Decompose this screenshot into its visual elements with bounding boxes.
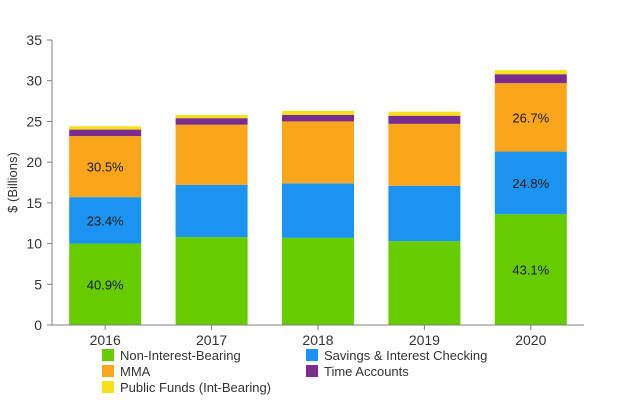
bar-segment-2018-4 <box>282 110 354 115</box>
bar-segment-2017-4 <box>175 114 248 119</box>
bar-segment-2020-4 <box>494 70 567 75</box>
bar-segment-2017-2 <box>175 124 248 185</box>
legend-label: MMA <box>120 364 151 379</box>
bar-segment-2018-1 <box>282 183 354 238</box>
legend-swatch <box>102 365 114 377</box>
legend-label: Public Funds (Int-Bearing) <box>120 380 271 395</box>
x-tick-label: 2017 <box>196 332 227 348</box>
y-tick-label: 10 <box>26 236 42 252</box>
y-tick-label: 20 <box>26 154 42 170</box>
bar-segment-2017-3 <box>175 118 248 125</box>
data-labels-layer: 40.9% 23.4% 30.5% 43.1% 24.8% 26.7% <box>87 110 550 292</box>
bar-segment-2019-2 <box>388 123 461 186</box>
legend-swatch <box>306 349 318 361</box>
data-label-2016-1: 23.4% <box>87 213 124 228</box>
data-label-2016-0: 40.9% <box>87 277 124 292</box>
axes-layer: 2016 2017 2018 2019 2020 0 5 10 15 20 25 30 35 $ (Bil… <box>5 32 584 348</box>
legend-swatch <box>306 365 318 377</box>
x-tick-label: 2018 <box>302 332 333 348</box>
legend-label: Non-Interest-Bearing <box>120 348 241 363</box>
legend-item: MMA <box>102 364 151 379</box>
legend-item: Time Accounts <box>306 364 409 379</box>
legend-swatch <box>102 381 114 393</box>
bar-segment-2020-3 <box>494 74 567 84</box>
data-label-2020-0: 43.1% <box>512 263 549 278</box>
bar-segment-2019-3 <box>388 115 461 124</box>
bar-segment-2019-1 <box>388 185 461 242</box>
legend-swatch <box>102 349 114 361</box>
x-tick-label: 2016 <box>90 332 121 348</box>
bar-segment-2018-3 <box>282 114 354 122</box>
y-axis-title: $ (Billions) <box>5 152 20 213</box>
bar-segment-2016-2 <box>69 136 142 198</box>
y-tick-label: 15 <box>26 195 42 211</box>
data-label-2016-2: 30.5% <box>87 160 124 175</box>
bar-segment-2017-1 <box>175 184 248 238</box>
legend-item: Public Funds (Int-Bearing) <box>102 380 271 395</box>
y-tick-label: 5 <box>34 276 42 292</box>
bar-segment-2017-0 <box>175 237 248 325</box>
legend-label: Savings & Interest Checking <box>324 348 487 363</box>
legend-item: Savings & Interest Checking <box>306 348 487 363</box>
legend: Non-Interest-Bearing Savings & Interest C… <box>102 348 487 395</box>
bar-segment-2019-0 <box>388 241 461 325</box>
bar-segment-2016-1 <box>69 197 142 244</box>
y-tick-label: 30 <box>26 73 42 89</box>
bar-segment-2016-0 <box>69 243 142 325</box>
y-tick-label: 35 <box>26 32 42 48</box>
bar-segment-2016-3 <box>69 129 142 137</box>
bar-segment-2020-1 <box>494 151 567 215</box>
bars-layer <box>69 70 567 325</box>
bar-segment-2018-0 <box>282 237 354 325</box>
x-tick-label: 2020 <box>515 332 546 348</box>
legend-item: Non-Interest-Bearing <box>102 348 241 363</box>
y-tick-label: 25 <box>26 113 42 129</box>
data-label-2020-2: 26.7% <box>512 110 549 125</box>
y-tick-label: 0 <box>34 317 42 333</box>
bar-segment-2018-2 <box>282 121 354 184</box>
bar-segment-2020-0 <box>494 214 567 325</box>
bar-segment-2019-4 <box>388 111 461 116</box>
legend-label: Time Accounts <box>324 364 409 379</box>
data-label-2020-1: 24.8% <box>512 176 549 191</box>
bar-segment-2016-4 <box>69 126 142 130</box>
x-tick-label: 2019 <box>409 332 440 348</box>
bar-segment-2020-2 <box>494 83 567 152</box>
